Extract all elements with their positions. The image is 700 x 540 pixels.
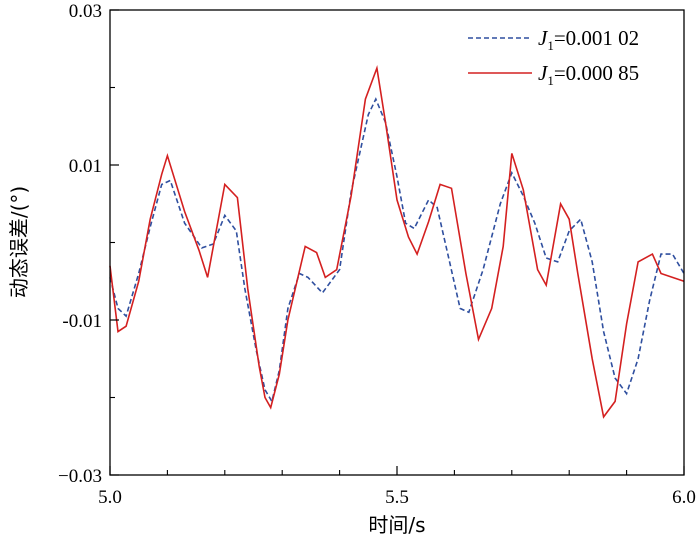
plot-frame (109, 9, 685, 476)
legend-value-series-1: =0.001 02 (554, 26, 639, 50)
legend-var-series-1: J (538, 26, 549, 50)
x-tick-label: 5.5 (385, 487, 409, 508)
x-axis-title: 时间/s (368, 513, 425, 537)
series-layer (109, 64, 685, 419)
legend-value-series-2: =0.000 85 (554, 61, 639, 85)
y-axis-title: 动态误差/(°) (7, 186, 31, 298)
legend-var-series-2: J (538, 61, 549, 85)
x-tick-label: 5.0 (98, 487, 122, 508)
legend-sub-series-2: 1 (547, 73, 554, 88)
legend-label-series-1: J1=0.001 02 (538, 26, 639, 53)
tick-label-layer: 5.0 5.5 6.0 −0.03 -0.01 0.01 0.03 (58, 1, 696, 508)
y-tick-label: -0.01 (62, 311, 102, 332)
series-line-2 (109, 64, 685, 419)
y-tick-label: 0.03 (69, 1, 102, 22)
y-tick-label: 0.01 (69, 156, 102, 177)
plot-area (110, 10, 684, 475)
legend-label-series-2: J1=0.000 85 (538, 61, 639, 88)
legend-sub-series-1: 1 (547, 38, 554, 53)
x-tick-label: 6.0 (672, 487, 696, 508)
legend: J1=0.001 02 J1=0.000 85 (468, 26, 639, 88)
y-tick-label: −0.03 (58, 466, 102, 487)
